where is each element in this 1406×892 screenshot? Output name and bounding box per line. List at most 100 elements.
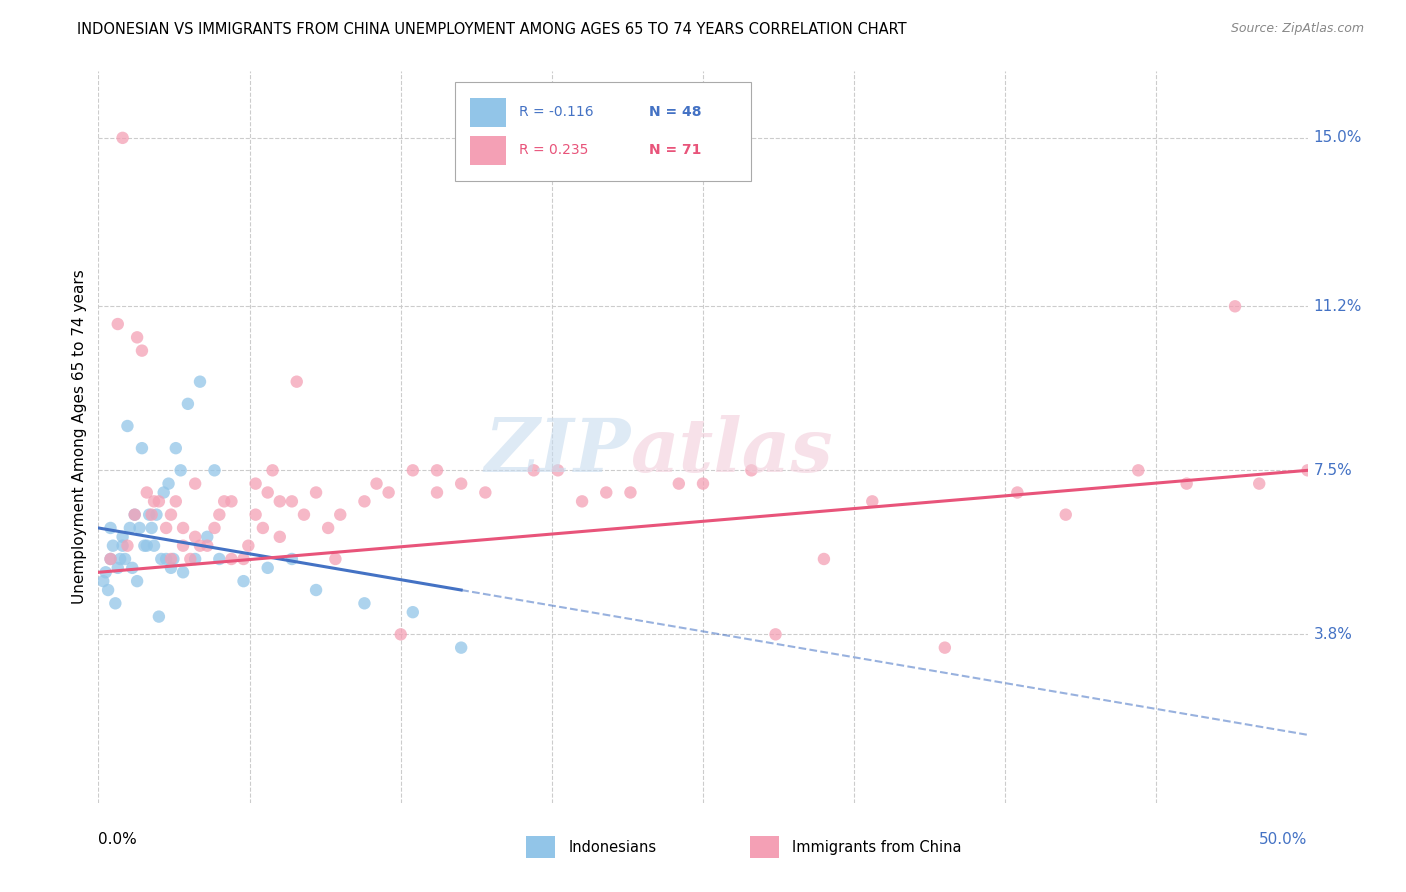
Point xyxy=(160,552,183,566)
Text: 11.2%: 11.2% xyxy=(1313,299,1362,314)
Point xyxy=(117,539,139,553)
Point xyxy=(188,539,211,553)
Point xyxy=(281,494,304,508)
Point xyxy=(165,441,187,455)
Point xyxy=(1007,485,1029,500)
Text: 7.5%: 7.5% xyxy=(1313,463,1353,478)
Point xyxy=(238,539,260,553)
Point xyxy=(1128,463,1150,477)
Point xyxy=(172,521,194,535)
Point xyxy=(450,640,472,655)
Point xyxy=(1249,476,1271,491)
Point xyxy=(450,476,472,491)
Point xyxy=(160,508,183,522)
Point xyxy=(100,552,122,566)
Text: Source: ZipAtlas.com: Source: ZipAtlas.com xyxy=(1230,22,1364,36)
Point xyxy=(172,539,194,553)
Point xyxy=(111,539,134,553)
Point xyxy=(402,463,425,477)
Point xyxy=(179,552,201,566)
Point xyxy=(668,476,690,491)
Point xyxy=(426,485,449,500)
FancyBboxPatch shape xyxy=(470,98,506,127)
Point xyxy=(595,485,617,500)
Point xyxy=(245,476,267,491)
Point xyxy=(305,582,328,597)
Point xyxy=(813,552,835,566)
Text: 3.8%: 3.8% xyxy=(1313,627,1353,642)
Point xyxy=(212,494,235,508)
Point xyxy=(134,539,156,553)
Point xyxy=(143,539,166,553)
Point xyxy=(208,508,231,522)
Point xyxy=(157,476,180,491)
Point xyxy=(547,463,569,477)
Point xyxy=(184,476,207,491)
Point xyxy=(101,539,124,553)
Point xyxy=(148,494,170,508)
Point xyxy=(474,485,496,500)
Point xyxy=(269,494,291,508)
FancyBboxPatch shape xyxy=(751,837,779,858)
Y-axis label: Unemployment Among Ages 65 to 74 years: Unemployment Among Ages 65 to 74 years xyxy=(72,269,87,605)
Point xyxy=(366,476,388,491)
Point xyxy=(155,552,177,566)
Point xyxy=(934,640,956,655)
Point xyxy=(292,508,315,522)
Point xyxy=(325,552,347,566)
Point xyxy=(127,330,149,344)
Point xyxy=(97,582,120,597)
Point xyxy=(162,552,184,566)
Point xyxy=(111,131,134,145)
Point xyxy=(148,609,170,624)
Point xyxy=(124,508,146,522)
Text: 0.0%: 0.0% xyxy=(98,832,138,847)
Point xyxy=(204,463,226,477)
Point xyxy=(740,463,762,477)
Point xyxy=(353,494,375,508)
Point xyxy=(152,485,174,500)
Point xyxy=(329,508,352,522)
Point xyxy=(1296,463,1319,477)
Point xyxy=(169,463,191,477)
Point xyxy=(150,552,173,566)
Text: 50.0%: 50.0% xyxy=(1260,832,1308,847)
Point xyxy=(1175,476,1198,491)
Point xyxy=(208,552,231,566)
Point xyxy=(221,494,243,508)
Point xyxy=(256,485,278,500)
Point xyxy=(141,508,163,522)
Point xyxy=(523,463,546,477)
Point xyxy=(765,627,787,641)
Point xyxy=(262,463,284,477)
Point xyxy=(135,485,157,500)
Point xyxy=(571,494,593,508)
Point xyxy=(124,508,146,522)
Text: ZIP: ZIP xyxy=(484,416,630,488)
Point xyxy=(281,552,304,566)
Text: R = -0.116: R = -0.116 xyxy=(519,105,593,120)
Text: 15.0%: 15.0% xyxy=(1313,130,1362,145)
Point xyxy=(118,521,141,535)
Point xyxy=(1223,299,1246,313)
Point xyxy=(389,627,412,641)
FancyBboxPatch shape xyxy=(470,136,506,165)
Point xyxy=(108,552,131,566)
Point xyxy=(860,494,883,508)
Point xyxy=(107,561,129,575)
Point xyxy=(245,508,267,522)
Point xyxy=(111,530,134,544)
Point xyxy=(143,494,166,508)
Point xyxy=(177,397,200,411)
Point xyxy=(131,441,153,455)
Text: atlas: atlas xyxy=(630,416,834,488)
FancyBboxPatch shape xyxy=(526,837,555,858)
Text: Indonesians: Indonesians xyxy=(569,840,657,855)
Point xyxy=(232,552,254,566)
Point xyxy=(135,539,157,553)
Point xyxy=(692,476,714,491)
Point xyxy=(117,419,139,434)
Text: N = 71: N = 71 xyxy=(648,144,702,157)
Point xyxy=(114,552,136,566)
Point xyxy=(316,521,339,535)
